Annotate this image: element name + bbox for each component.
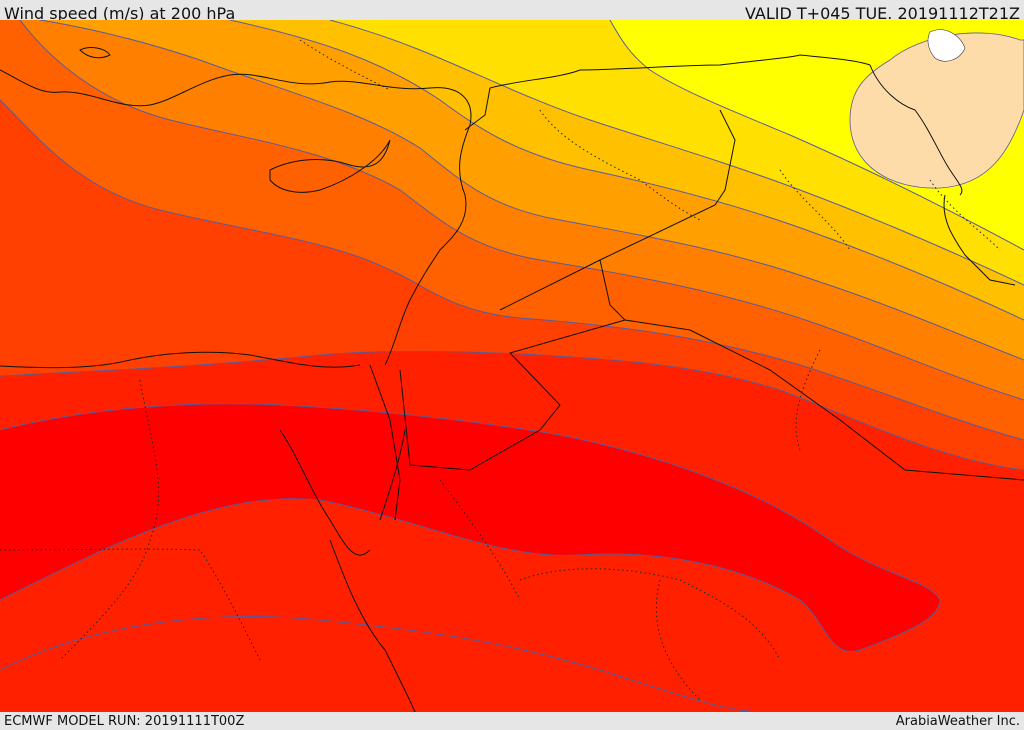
map-header: Wind speed (m/s) at 200 hPa VALID T+045 … [0,0,1024,23]
coastlines [0,47,472,712]
map-footer: ECMWF MODEL RUN: 20191111T00Z ArabiaWeat… [0,712,1024,729]
map-canvas [0,20,1024,712]
low-speed-patch [849,32,1024,189]
political-borders [369,54,1024,521]
valid-time: VALID T+045 TUE. 20191112T21Z [744,4,1020,23]
model-run-label: ECMWF MODEL RUN: 20191111T00Z [4,714,245,729]
internal-boundaries [0,39,1001,701]
credit-label: ArabiaWeather Inc. [895,714,1020,729]
jet-core [0,403,940,652]
isotach-lines [0,20,1024,712]
caspian-patch [927,29,966,62]
map-title: Wind speed (m/s) at 200 hPa [4,4,236,23]
wind-speed-map[interactable] [0,20,1024,712]
